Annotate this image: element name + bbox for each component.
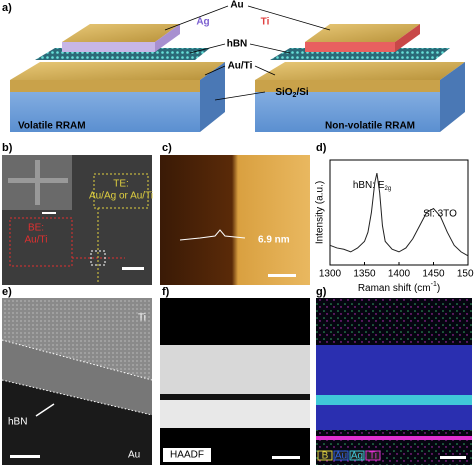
legend-label: B xyxy=(322,451,329,462)
panel-e: Ti hBN Au e) xyxy=(1,286,153,465)
panel-a: Volatile RRAM Non-volatile RRAM a) Au Ag… xyxy=(2,0,465,132)
panel-letter: g) xyxy=(316,286,327,298)
legend-swatch xyxy=(317,450,333,461)
y-axis-label: Intensity (a.u.) xyxy=(315,181,326,244)
label-part: SiO xyxy=(275,87,292,98)
panel-letter: c) xyxy=(162,142,172,154)
ag-side xyxy=(155,24,180,52)
label: Ti xyxy=(138,313,146,324)
line-series xyxy=(329,173,469,257)
label: Au xyxy=(128,450,140,461)
x-tick-label: 1300 xyxy=(319,269,342,280)
annotation: TE: xyxy=(113,179,129,190)
annotation: Au/Ti xyxy=(25,235,48,246)
label-part: Raman shift (cm xyxy=(358,283,431,294)
legend-label: Ag xyxy=(351,451,363,462)
label-part: /Si xyxy=(296,87,308,98)
label: Au xyxy=(230,0,243,11)
panel-d: d) 1300 1350 1400 1450 1500 Raman shift (cm-1)… xyxy=(315,142,474,294)
panel-c: 6.9 nm c) xyxy=(160,142,310,285)
auti-layer xyxy=(10,80,200,92)
label: hBN xyxy=(8,417,27,428)
legend-swatch xyxy=(333,450,349,461)
panel-b: TE: Au/Ag or Au/Ti BE: Au/Ti b) xyxy=(2,142,153,285)
label-part: ) xyxy=(437,283,440,294)
ti-side xyxy=(395,24,420,52)
label: Ti xyxy=(261,17,270,28)
panel-f: HAADF f) xyxy=(160,286,310,465)
label-sub: 2g xyxy=(385,186,392,192)
device-label: Volatile RRAM xyxy=(18,121,86,132)
panel-letter: d) xyxy=(316,142,327,154)
leader-lines xyxy=(164,5,331,101)
x-tick-label: 1450 xyxy=(422,269,445,280)
ti-layer xyxy=(305,42,395,52)
panel-letter: e) xyxy=(2,286,12,298)
annotation: Au/Ag or Au/Ti xyxy=(89,191,153,202)
legend-swatch xyxy=(365,450,381,461)
legend-swatch xyxy=(349,450,365,461)
legend-label: Au xyxy=(335,451,347,462)
annotation: BE: xyxy=(28,223,44,234)
label: Ag xyxy=(196,17,209,28)
panel-letter: a) xyxy=(2,2,12,14)
device-label: Non-volatile RRAM xyxy=(325,121,415,132)
annotation: Si: 3TO xyxy=(423,209,457,220)
panel-letter: f) xyxy=(162,286,170,298)
au-top xyxy=(62,24,180,42)
substrate-side xyxy=(200,62,225,132)
x-tick-label: 1500 xyxy=(457,269,474,280)
x-tick-label: 1400 xyxy=(388,269,411,280)
annotation: 6.9 nm xyxy=(258,235,290,246)
legend-label: Ti xyxy=(369,451,377,462)
label: hBN xyxy=(227,39,248,50)
label: SiO2/Si xyxy=(275,87,309,99)
label-sub: 2 xyxy=(293,92,297,99)
annotation: hBN: E2g xyxy=(353,180,391,192)
substrate-side xyxy=(440,62,465,132)
auti-layer xyxy=(255,80,440,92)
panel-letter: b) xyxy=(2,142,13,154)
x-axis-label: Raman shift (cm-1) xyxy=(358,281,440,294)
label-sup: -1 xyxy=(431,281,437,288)
au-top xyxy=(305,24,420,42)
label: HAADF xyxy=(170,450,204,461)
panel-g: g) B Au Ag Ti xyxy=(316,286,472,465)
x-tick-label: 1350 xyxy=(353,269,376,280)
substrate-top xyxy=(255,62,465,80)
label: Au/Ti xyxy=(228,61,253,72)
label-part: hBN: E xyxy=(353,180,385,191)
ag-layer xyxy=(62,42,155,52)
substrate-top xyxy=(10,62,225,80)
